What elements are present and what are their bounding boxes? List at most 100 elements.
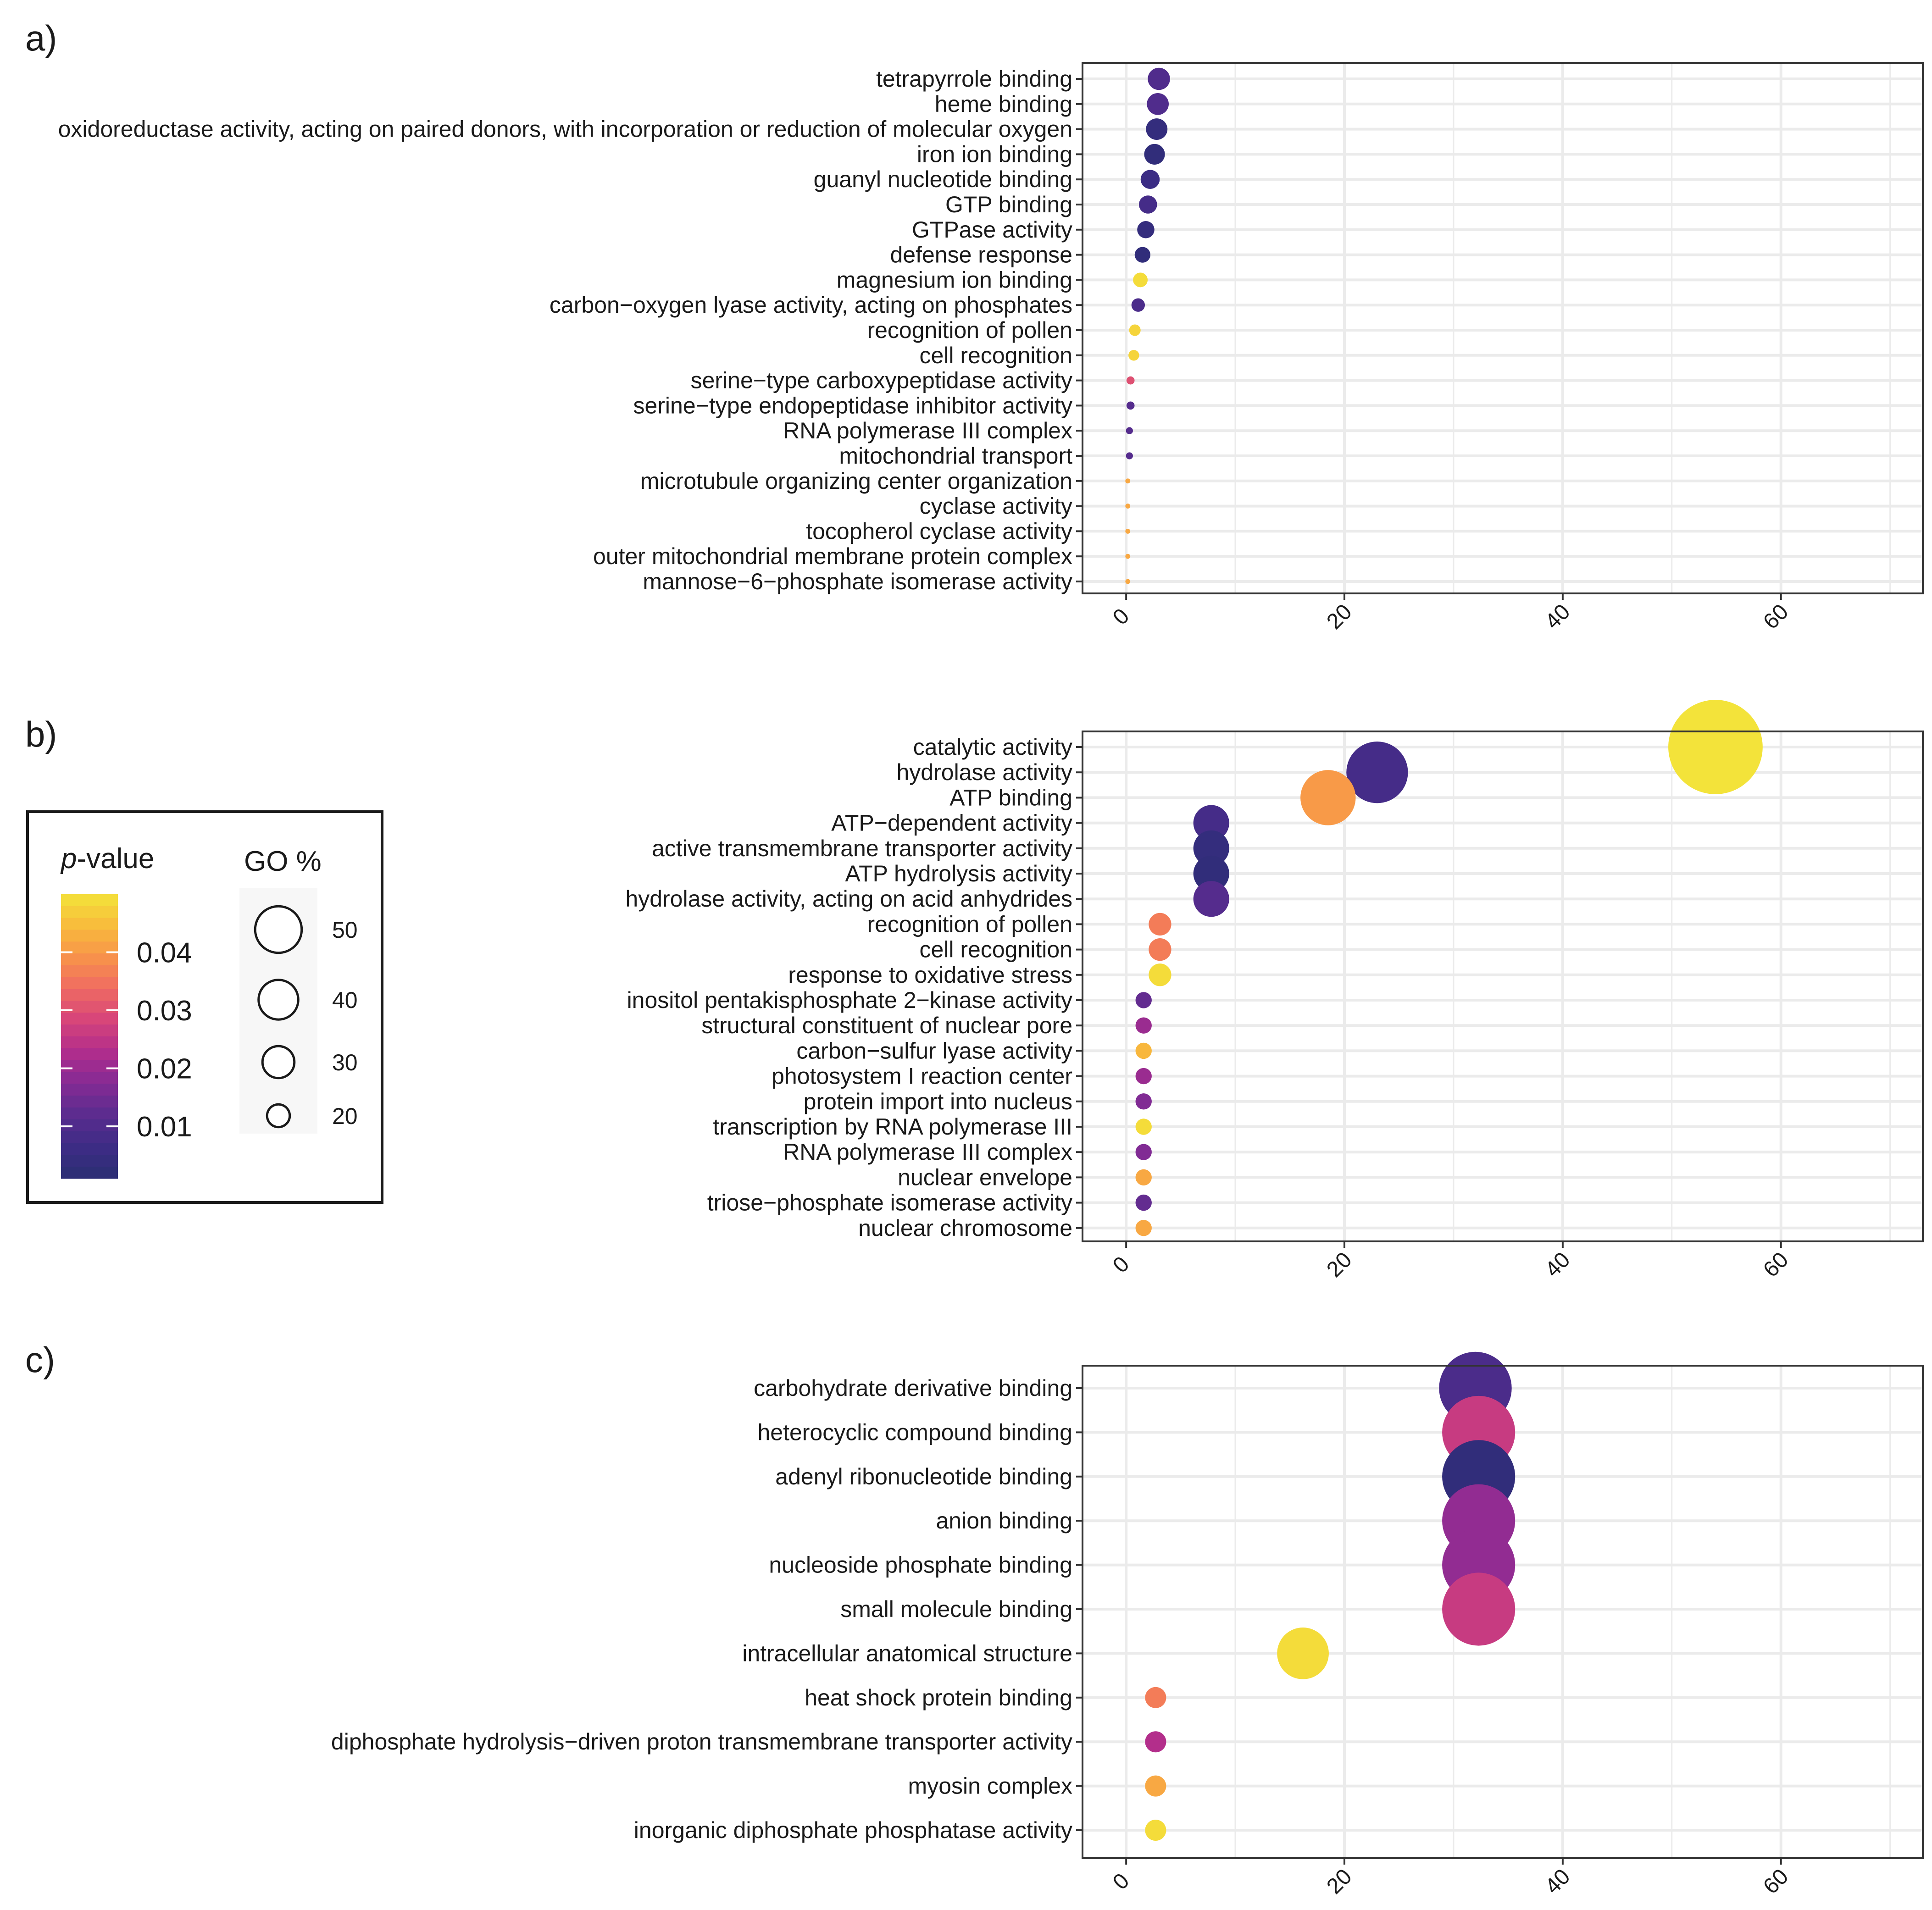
category-label: catalytic activity — [913, 734, 1072, 760]
category-label: nucleoside phosphate binding — [769, 1552, 1072, 1578]
data-point — [1145, 1687, 1166, 1708]
x-tick-label: 20 — [1322, 1247, 1356, 1282]
x-tick-label: 40 — [1540, 1864, 1575, 1899]
size-key-label: 30 — [332, 1050, 358, 1075]
category-label: hydrolase activity — [897, 759, 1073, 785]
data-point — [1145, 1775, 1166, 1797]
category-label: microtubule organizing center organizati… — [640, 468, 1072, 494]
category-label: heme binding — [935, 91, 1072, 117]
category-label: structural constituent of nuclear pore — [701, 1013, 1072, 1038]
color-bar — [61, 894, 118, 1179]
category-label: serine−type carboxypeptidase activity — [691, 368, 1072, 393]
data-point — [1149, 938, 1171, 961]
category-label: mannose−6−phosphate isomerase activity — [643, 569, 1072, 594]
color-bar-step — [61, 1024, 118, 1037]
x-tick-label: 40 — [1540, 1247, 1575, 1282]
category-label: serine−type endopeptidase inhibitor acti… — [633, 393, 1072, 418]
category-label: transcription by RNA polymerase III — [713, 1114, 1072, 1140]
panel-a-background — [1083, 63, 1923, 593]
category-label: tocopherol cyclase activity — [806, 518, 1072, 544]
data-point — [1126, 376, 1135, 385]
category-label: RNA polymerase III complex — [783, 418, 1072, 443]
size-key-label: 50 — [332, 917, 358, 943]
category-label: inositol pentakisphosphate 2−kinase acti… — [627, 987, 1072, 1013]
category-label: oxidoreductase activity, acting on paire… — [58, 116, 1072, 142]
category-label: magnesium ion binding — [837, 267, 1072, 293]
color-tick-label: 0.02 — [137, 1053, 192, 1085]
category-label: protein import into nucleus — [804, 1089, 1072, 1114]
data-point — [1277, 1628, 1329, 1679]
legend: p-value 0.04 0.03 0.02 0.01 GO % 50 40 30 20 — [26, 810, 383, 1204]
category-label: outer mitochondrial membrane protein com… — [593, 543, 1072, 569]
category-label: RNA polymerase III complex — [783, 1139, 1072, 1165]
data-point — [1145, 1731, 1166, 1753]
category-label: recognition of pollen — [867, 911, 1072, 937]
category-label: ATP−dependent activity — [831, 810, 1072, 836]
color-tick-label: 0.04 — [137, 937, 192, 969]
color-bar-step — [61, 1036, 118, 1049]
data-point — [1135, 1220, 1152, 1236]
category-label: carbohydrate derivative binding — [754, 1375, 1072, 1401]
category-label: carbon−sulfur lyase activity — [796, 1038, 1072, 1063]
color-ticks: 0.04 0.03 0.02 0.01 — [61, 937, 192, 1143]
color-bar-step — [61, 1096, 118, 1108]
data-point — [1668, 700, 1763, 794]
data-point — [1126, 401, 1135, 410]
data-point — [1193, 805, 1229, 841]
data-point — [1193, 881, 1229, 917]
color-bar-step — [61, 894, 118, 907]
category-label: iron ion binding — [917, 141, 1072, 167]
panel-b-border — [1082, 731, 1924, 1242]
category-label: anion binding — [936, 1508, 1073, 1534]
panel-label-a: a) — [25, 18, 57, 58]
category-label: hydrolase activity, acting on acid anhyd… — [625, 886, 1072, 912]
data-point — [1125, 504, 1131, 509]
category-label: cell recognition — [919, 937, 1072, 963]
data-point — [1149, 913, 1171, 936]
data-point — [1193, 830, 1229, 866]
color-bar-step — [61, 1119, 118, 1132]
data-point — [1135, 1042, 1152, 1059]
color-bar-step — [61, 918, 118, 930]
color-bar-step — [61, 1131, 118, 1143]
size-legend-title: GO % — [244, 846, 322, 877]
category-label: small molecule binding — [840, 1596, 1072, 1622]
color-bar-step — [61, 953, 118, 966]
data-point — [1125, 478, 1131, 484]
data-point — [1129, 324, 1141, 336]
category-label: photosystem I reaction center — [772, 1063, 1072, 1089]
color-bar-step — [61, 906, 118, 919]
category-label: ATP binding — [949, 785, 1072, 810]
data-point — [1131, 298, 1145, 312]
data-point — [1134, 247, 1151, 263]
category-label: guanyl nucleotide binding — [814, 166, 1072, 192]
size-key-circle — [261, 1045, 296, 1080]
x-tick-label: 40 — [1540, 599, 1575, 634]
size-key-circle — [257, 979, 300, 1021]
x-tick-label: 60 — [1759, 1864, 1793, 1899]
data-point — [1126, 452, 1133, 460]
data-point — [1125, 579, 1131, 584]
data-point — [1140, 170, 1160, 189]
color-bar-step — [61, 1013, 118, 1025]
color-bar-step — [61, 1143, 118, 1155]
data-point — [1146, 118, 1168, 140]
data-point — [1149, 963, 1171, 986]
data-point — [1133, 272, 1148, 288]
x-tick-label: 0 — [1108, 1252, 1134, 1278]
data-point — [1144, 144, 1165, 165]
category-label: myosin complex — [908, 1773, 1072, 1799]
category-label: GTP binding — [945, 192, 1072, 217]
category-label: tetrapyrrole binding — [876, 66, 1072, 92]
x-tick-label: 20 — [1322, 1864, 1356, 1899]
category-label: mitochondrial transport — [839, 443, 1072, 469]
color-bar-step — [61, 1107, 118, 1120]
data-point — [1126, 427, 1133, 434]
panel-c: c) carbohydrate derivative binding hetero… — [25, 1340, 1924, 1899]
category-label: heterocyclic compound binding — [757, 1419, 1072, 1445]
color-bar-step — [61, 1167, 118, 1179]
size-key-label: 40 — [332, 987, 358, 1013]
panel-label-b: b) — [25, 714, 57, 754]
category-label: intracellular anatomical structure — [742, 1640, 1072, 1666]
